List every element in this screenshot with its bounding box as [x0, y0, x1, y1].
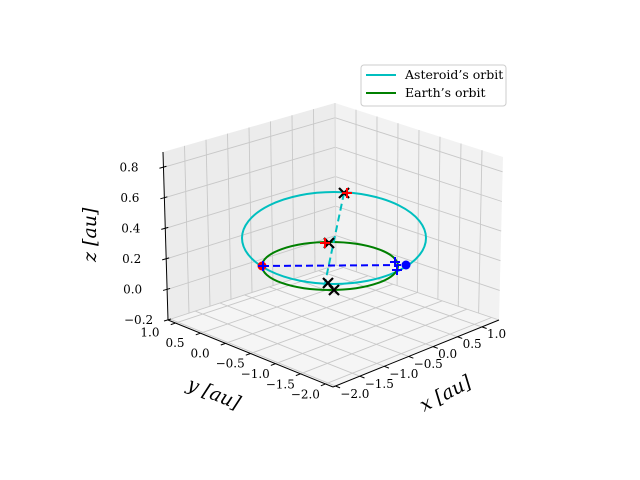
y-grid-line: [225, 283, 393, 344]
x-tick-mark: [408, 355, 414, 359]
y-tick-label: 0.0: [191, 346, 210, 360]
plot-series: [241, 187, 427, 296]
y-tick-label: 1.0: [140, 326, 159, 340]
x-grid-line: [195, 310, 361, 377]
x-grid-line: [219, 302, 385, 367]
left-wall-vertical-grid: [184, 145, 190, 314]
right-wall-vertical-grid: [478, 150, 483, 314]
z-tick-label: 0.8: [119, 160, 138, 174]
x-tick-mark: [457, 336, 463, 339]
x-tick-mark: [335, 385, 341, 389]
z-tick-label: 0.0: [123, 282, 142, 296]
z-axis-line: [162, 151, 169, 321]
red-plus-top-plus-icon: [342, 188, 352, 198]
axis-lines: [159, 151, 500, 389]
blue-plus-left-plus-icon: [258, 261, 268, 271]
z-tick-mark: [159, 165, 167, 169]
y-tick-mark: [170, 322, 176, 326]
y-tick-mark: [195, 332, 201, 336]
right-wall-vertical-grid: [417, 129, 420, 293]
x-tick-mark: [384, 365, 390, 369]
z-tick-label: 0.6: [120, 191, 139, 205]
x-tick-label: −1.5: [365, 377, 394, 391]
y-tick-label: 0.5: [165, 336, 184, 350]
x-axis-line: [332, 319, 500, 388]
y-tick-mark: [270, 363, 276, 366]
z-tick-label: −0.2: [124, 313, 153, 327]
left-wall-vertical-grid: [227, 133, 232, 300]
y-grid-line: [250, 292, 418, 354]
sun-line: [261, 264, 407, 267]
x-tick-label: −2.0: [340, 387, 369, 401]
z-tick-label: 0.2: [122, 252, 141, 266]
y-axis-line: [167, 319, 334, 388]
blue-plus-right-2-plus-icon: [392, 265, 402, 275]
left-wall-vertical-grid: [248, 127, 253, 293]
y-tick-mark: [295, 373, 301, 377]
right-wall-vertical-grid: [437, 136, 441, 300]
x-grid-line: [244, 294, 409, 357]
z-tick-mark: [160, 196, 168, 200]
x-tick-mark: [432, 346, 438, 349]
x-grid-line: [170, 318, 336, 387]
y-tick-mark: [320, 383, 326, 387]
x-grid-line: [318, 270, 483, 328]
y-tick-label: −2.0: [291, 388, 320, 402]
x-tick-mark: [359, 375, 365, 379]
right-wall-vertical-grid: [457, 143, 462, 307]
orbit-asteroid-s-orbit: [241, 191, 427, 285]
z-tick-mark: [162, 257, 170, 261]
left-wall-vertical-grid: [313, 109, 316, 272]
y-tick-mark: [245, 353, 251, 356]
y-grid-line: [275, 300, 443, 365]
z-tick-mark: [163, 318, 172, 322]
back-corner-edge: [334, 102, 337, 266]
tick-labels: 1.00.50.0−0.5−1.0−1.5−2.0 −2.0−1.5−1.0−0.…: [119, 160, 506, 401]
z-tick-mark: [162, 287, 171, 291]
y-tick-mark: [220, 342, 226, 346]
asteroid-to-earth-line: [323, 192, 345, 289]
blue-plus-right-1-plus-icon: [390, 257, 400, 267]
x-tick-mark: [481, 326, 487, 329]
x-tick-label: −0.5: [414, 357, 443, 371]
y-grid-line: [175, 267, 344, 324]
x-tick-label: 0.5: [463, 337, 482, 351]
legend-label-earth: Earth’s orbit: [405, 85, 486, 100]
x-tick-label: −1.0: [389, 367, 418, 381]
z-tick-label: 0.4: [121, 221, 140, 235]
y-grid-line: [200, 275, 369, 334]
left-wall-vertical-grid: [205, 139, 211, 307]
y-grid-line: [325, 317, 492, 385]
y-tick-label: −0.5: [216, 357, 245, 371]
x-tick-label: 1.0: [487, 327, 506, 341]
y-axis-label: y [au]: [183, 373, 244, 415]
x-axis-label: x [au]: [416, 371, 476, 417]
blue-dot-right-dot-icon: [401, 260, 411, 270]
bottom-x-2-x-icon: [328, 284, 340, 296]
legend-box: [360, 64, 507, 107]
floor-pane: [168, 265, 499, 387]
legend-label-asteroid: Asteroid’s orbit: [404, 67, 503, 82]
z-axis-label: z [au]: [79, 207, 101, 263]
x-grid-line: [269, 286, 434, 348]
y-tick-label: −1.5: [266, 377, 295, 391]
x-tick-label: 0.0: [438, 347, 457, 361]
red-plus-earth-plus-icon: [320, 238, 330, 248]
y-tick-label: −1.0: [241, 367, 270, 381]
y-grid-line: [300, 308, 468, 375]
grid-lines: [163, 102, 503, 387]
legend: Asteroid’s orbit Earth’s orbit: [360, 64, 507, 107]
z-tick-mark: [161, 226, 169, 230]
x-grid-line: [293, 278, 458, 338]
